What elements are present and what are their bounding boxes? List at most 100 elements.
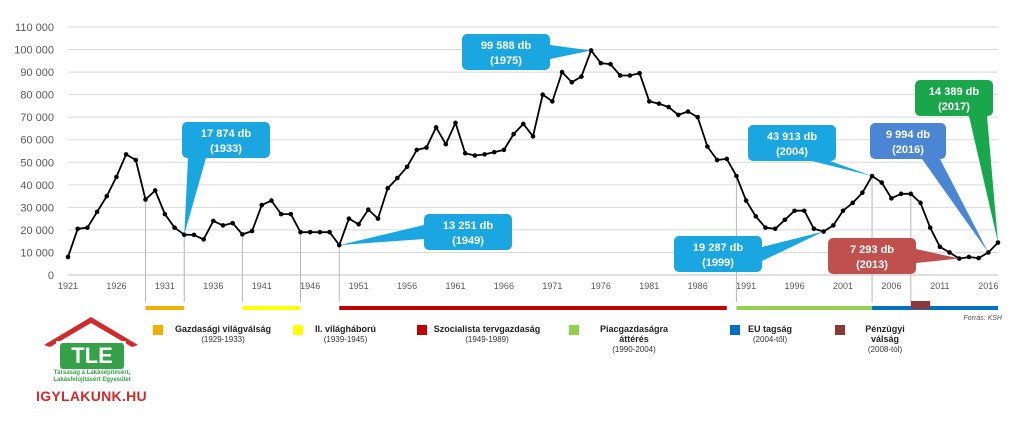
guide-lines — [145, 175, 912, 302]
callout-value: 14 389 db — [929, 86, 979, 98]
data-point — [617, 73, 623, 78]
legend-range: (2004-től) — [752, 335, 788, 344]
data-point — [840, 208, 846, 214]
callout-value: 43 913 db — [767, 131, 817, 143]
y-tick-label: 20 000 — [20, 225, 54, 237]
legend-item: II. világháború (1939-1945) — [308, 324, 383, 344]
data-point — [75, 226, 80, 232]
data-point — [249, 228, 255, 234]
x-tick-label: 1921 — [58, 281, 78, 291]
callout: 99 588 db (1975) — [462, 34, 592, 70]
callout-pointer — [550, 45, 592, 59]
data-point — [85, 225, 90, 230]
callout-year: (1975) — [490, 55, 522, 67]
data-point — [550, 99, 555, 104]
data-point — [569, 79, 575, 85]
data-point — [608, 61, 613, 67]
data-point — [801, 208, 807, 214]
data-point — [937, 244, 943, 250]
callout-pointer — [762, 231, 824, 261]
x-tick-label: 2011 — [930, 281, 949, 291]
callout-year: (2004) — [776, 146, 808, 158]
data-point — [511, 131, 516, 137]
callout-value: 7 293 db — [850, 244, 894, 256]
data-point — [889, 196, 894, 201]
data-point — [540, 92, 545, 97]
data-point — [743, 198, 749, 203]
data-point — [598, 60, 604, 66]
data-point — [559, 69, 565, 75]
legend-range: (1929-1933) — [201, 335, 245, 344]
callout-value: 13 251 db — [443, 220, 493, 232]
data-point — [366, 207, 371, 212]
logo-subtitle: Társaság a Lakásépítésért, Lakásfelújítá… — [53, 370, 131, 383]
data-point — [927, 225, 933, 230]
callout: 17 874 db (1933) — [182, 122, 270, 235]
data-point — [433, 125, 439, 130]
data-point — [918, 200, 923, 206]
data-point — [220, 223, 226, 228]
x-tick-label: 1936 — [203, 281, 223, 291]
callout-pointer — [812, 161, 873, 176]
y-tick-label: 80 000 — [20, 90, 54, 102]
data-point — [230, 220, 235, 226]
callout-box — [462, 34, 550, 70]
data-point — [424, 145, 429, 150]
callout: 19 287 db (1999) — [674, 231, 824, 272]
annotations: 17 874 db (1933) 13 251 db (1949) 99 588 db (… — [182, 34, 998, 274]
x-tick-label: 1951 — [349, 281, 369, 291]
data-point — [472, 153, 478, 158]
x-tick-label: 1986 — [688, 281, 708, 291]
period-bar — [910, 301, 931, 309]
data-point — [404, 164, 410, 170]
data-point — [288, 211, 294, 217]
data-point — [627, 73, 633, 78]
period-bars — [145, 301, 998, 310]
data-point — [172, 225, 177, 230]
y-tick-label: 60 000 — [20, 135, 54, 147]
gridlines — [68, 26, 998, 276]
x-tick-label: 1971 — [542, 281, 562, 291]
legend-label: II. világháború — [314, 324, 376, 334]
data-point — [259, 202, 265, 208]
x-tick-label: 2001 — [833, 281, 853, 291]
data-point — [114, 174, 119, 180]
x-tick-label: 1926 — [106, 281, 126, 291]
callout-year: (1933) — [210, 143, 242, 155]
x-tick-label: 1931 — [155, 281, 175, 291]
logo: TLE Társaság a Lakásépítésért, Lakásfelú… — [36, 313, 147, 423]
y-tick-label: 100 000 — [14, 45, 54, 57]
data-point — [278, 211, 284, 217]
data-point — [898, 191, 904, 197]
data-point — [763, 225, 768, 230]
data-point — [65, 254, 71, 260]
data-point — [521, 121, 526, 127]
data-point — [753, 214, 759, 219]
data-point — [831, 223, 836, 228]
callout-year: (1949) — [452, 235, 484, 247]
legend-swatch — [153, 325, 163, 335]
data-point — [695, 114, 700, 120]
data-point — [385, 185, 390, 191]
logo-url[interactable]: IGYLAKUNK.HU — [36, 388, 147, 404]
callout-year: (2016) — [892, 144, 924, 156]
x-tick-label: 1941 — [252, 281, 272, 291]
x-tick-label: 1981 — [639, 281, 659, 291]
data-point — [356, 221, 361, 227]
data-point — [143, 197, 148, 202]
y-tick-label: 0 — [48, 270, 54, 282]
y-tick-label: 90 000 — [20, 67, 54, 79]
data-point — [850, 200, 855, 206]
callout-year: (2013) — [856, 259, 888, 271]
x-tick-label: 1996 — [785, 281, 805, 291]
callout-box — [828, 238, 916, 274]
data-point — [317, 229, 323, 235]
data-point — [453, 120, 458, 126]
callout-box — [182, 122, 270, 158]
data-point — [976, 255, 981, 261]
data-point — [666, 104, 671, 110]
callout: 7 293 db (2013) — [828, 238, 960, 274]
data-point — [637, 70, 642, 76]
period-bar — [339, 306, 727, 310]
